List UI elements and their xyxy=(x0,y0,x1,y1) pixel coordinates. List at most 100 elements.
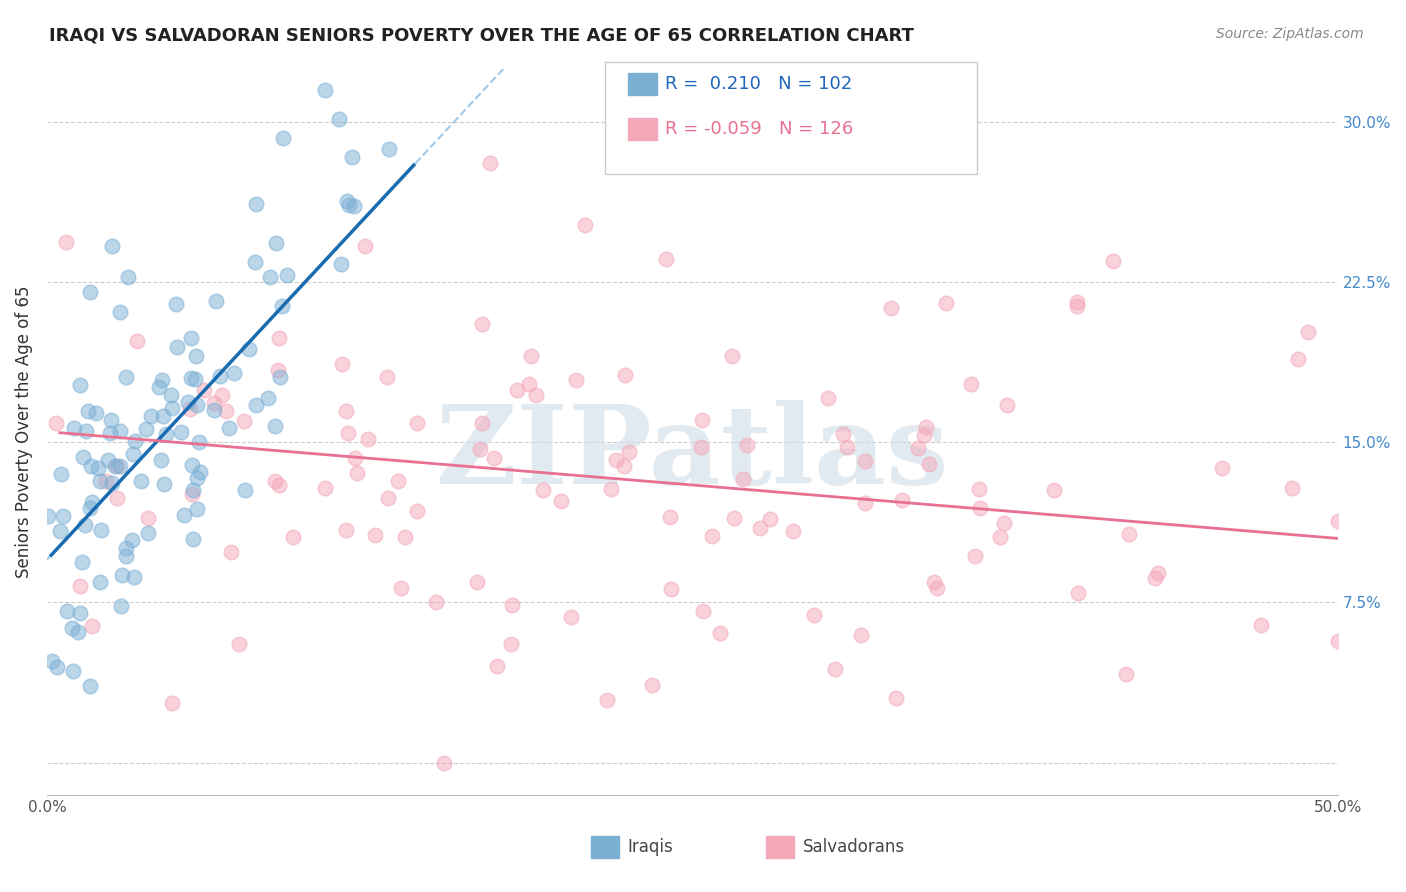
Point xyxy=(80,619,103,633)
Point xyxy=(1118,527,1140,541)
Point xyxy=(117,269,139,284)
Point xyxy=(52,509,75,524)
Point xyxy=(202,403,225,417)
Point xyxy=(75,517,97,532)
Point xyxy=(433,756,456,771)
Point xyxy=(165,297,187,311)
Point xyxy=(935,296,957,310)
Point xyxy=(69,378,91,392)
Point xyxy=(641,678,664,692)
Point xyxy=(501,599,523,613)
Point xyxy=(187,434,209,449)
Point xyxy=(181,487,204,501)
Point xyxy=(100,413,122,427)
Point xyxy=(115,549,138,564)
Point xyxy=(121,447,143,461)
Point xyxy=(993,516,1015,530)
Point xyxy=(222,366,245,380)
Point xyxy=(1102,254,1125,268)
Point xyxy=(665,798,688,813)
Point xyxy=(486,658,509,673)
Point xyxy=(1067,586,1090,600)
Point xyxy=(115,541,138,555)
Point xyxy=(110,599,132,613)
Point xyxy=(170,425,193,440)
Point xyxy=(48,524,70,538)
Point xyxy=(232,413,254,427)
Point xyxy=(702,529,724,543)
Point xyxy=(180,371,202,385)
Point xyxy=(394,530,416,544)
Point xyxy=(80,458,103,473)
Point xyxy=(259,269,281,284)
Point xyxy=(104,458,127,473)
Point xyxy=(499,637,522,651)
Point xyxy=(179,401,201,416)
Point xyxy=(124,569,146,583)
Point xyxy=(228,637,250,651)
Point xyxy=(330,357,353,371)
Point xyxy=(759,512,782,526)
Point xyxy=(267,331,290,345)
Point xyxy=(186,399,208,413)
Point xyxy=(470,442,492,457)
Point xyxy=(917,457,939,471)
Point xyxy=(803,608,825,623)
Point xyxy=(565,373,588,387)
Point xyxy=(108,424,131,438)
Point xyxy=(46,660,69,674)
Point xyxy=(183,371,205,385)
Point xyxy=(96,474,118,488)
Point xyxy=(264,235,287,250)
Point xyxy=(748,521,770,535)
Point xyxy=(69,606,91,620)
Point xyxy=(41,654,63,668)
Point xyxy=(75,424,97,438)
Point xyxy=(180,330,202,344)
Point xyxy=(101,476,124,491)
Point xyxy=(267,478,290,492)
Point xyxy=(853,496,876,510)
Point xyxy=(471,318,494,332)
Point xyxy=(531,483,554,497)
Text: Iraqis: Iraqis xyxy=(627,838,673,856)
Point xyxy=(87,460,110,475)
Point xyxy=(482,450,505,465)
Point xyxy=(378,142,401,156)
Point xyxy=(270,299,292,313)
Point xyxy=(105,459,128,474)
Point xyxy=(1326,634,1348,648)
Point xyxy=(880,301,903,315)
Point xyxy=(100,239,122,253)
Point xyxy=(108,305,131,319)
Point xyxy=(72,450,94,464)
Point xyxy=(891,492,914,507)
Point xyxy=(138,526,160,541)
Point xyxy=(153,477,176,491)
Point xyxy=(245,197,267,211)
Point xyxy=(425,595,447,609)
Point xyxy=(574,219,596,233)
Point xyxy=(960,376,983,391)
Point xyxy=(148,379,170,393)
Point xyxy=(1143,571,1166,585)
Point xyxy=(181,483,204,497)
Point xyxy=(465,574,488,589)
Point xyxy=(692,604,714,618)
Point xyxy=(82,495,104,509)
Point xyxy=(243,255,266,269)
Point xyxy=(356,432,378,446)
Point xyxy=(271,131,294,145)
Point xyxy=(186,349,208,363)
Point xyxy=(89,475,111,489)
Point xyxy=(354,239,377,253)
Point xyxy=(1296,325,1319,339)
Point xyxy=(186,471,208,485)
Point xyxy=(613,459,636,474)
Point xyxy=(1286,352,1309,367)
Point xyxy=(344,450,367,465)
Point xyxy=(391,581,413,595)
Point xyxy=(406,416,429,430)
Point xyxy=(335,404,357,418)
Point xyxy=(121,533,143,547)
